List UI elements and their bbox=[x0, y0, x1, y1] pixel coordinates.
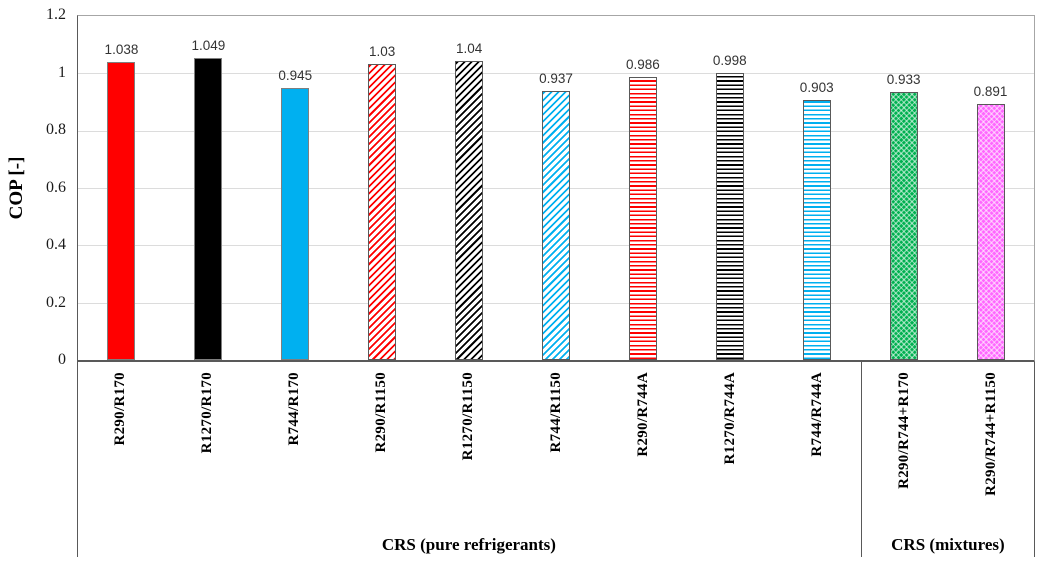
category-label-R744/R744A: R744/R744A bbox=[808, 372, 825, 457]
bar-value-label: 1.049 bbox=[191, 38, 226, 54]
bar-R290/R170 bbox=[107, 61, 136, 360]
y-tick-label: 0.6 bbox=[46, 178, 66, 196]
bar-slot: 0.986 bbox=[599, 16, 686, 360]
bar-slot: 0.903 bbox=[773, 16, 860, 360]
category-slot: R1270/R744A bbox=[687, 362, 774, 534]
bar-slot: 0.945 bbox=[252, 16, 339, 360]
bar-R1270/R744A bbox=[715, 73, 744, 360]
y-tick-label: 0 bbox=[58, 351, 66, 368]
category-slot: R290/R170 bbox=[77, 362, 164, 534]
y-tick-label: 0.8 bbox=[46, 121, 66, 138]
bar-slot: 0.891 bbox=[947, 16, 1034, 360]
bar-slot: 0.998 bbox=[686, 16, 773, 360]
bar-value-label: 0.891 bbox=[973, 83, 1008, 99]
bar-value-label: 0.903 bbox=[799, 80, 834, 96]
category-label-R1270/R170: R1270/R170 bbox=[199, 372, 216, 454]
gridline bbox=[78, 73, 1034, 75]
bar-value-label: 0.933 bbox=[886, 71, 921, 87]
bar-value-label: 1.03 bbox=[369, 43, 396, 59]
bar-value-label: 1.038 bbox=[104, 41, 139, 57]
category-label-R744/R1150: R744/R1150 bbox=[547, 372, 564, 453]
axis-separator bbox=[861, 362, 862, 557]
category-slot: R290/R744+R170 bbox=[861, 362, 948, 534]
plot-area: 1.038 1.049 0.945 1.03 1.04 0.937 0.986 0.998 0.… bbox=[77, 15, 1035, 362]
bar-R290/R744+R170 bbox=[889, 91, 918, 360]
bar-slot: 0.933 bbox=[860, 16, 947, 360]
bar-R290/R1150 bbox=[368, 63, 397, 360]
bar-R1270/R1150 bbox=[455, 61, 484, 360]
bar-R744/R744A bbox=[802, 100, 831, 360]
axis-separator bbox=[1034, 362, 1035, 557]
bar-R744/R1150 bbox=[541, 90, 570, 360]
bar-value-label: 1.04 bbox=[455, 41, 483, 56]
bar-R744/R170 bbox=[281, 88, 310, 360]
bar-slot: 0.937 bbox=[513, 16, 600, 360]
bars-layer: 1.038 1.049 0.945 1.03 1.04 0.937 0.986 0.998 0.… bbox=[78, 16, 1034, 360]
y-tick-label: 1.2 bbox=[46, 6, 66, 23]
y-tick-label: 1 bbox=[58, 63, 66, 81]
category-slot: R290/R1150 bbox=[338, 362, 425, 534]
y-tick-label: 0.4 bbox=[46, 236, 66, 253]
bar-value-label: 0.998 bbox=[712, 53, 747, 69]
bar-value-label: 0.937 bbox=[539, 70, 573, 86]
category-label-R1270/R1150: R1270/R1150 bbox=[460, 372, 477, 461]
category-label-R290/R170: R290/R170 bbox=[112, 372, 129, 446]
bar-slot: 1.038 bbox=[78, 16, 165, 360]
category-label-R744/R170: R744/R170 bbox=[286, 372, 303, 446]
group-label: CRS (mixtures) bbox=[891, 535, 1005, 554]
category-label-R290/R744+R170: R290/R744+R170 bbox=[895, 372, 912, 489]
bar-value-label: 0.945 bbox=[278, 68, 313, 84]
category-label-R290/R744+R1150: R290/R744+R1150 bbox=[982, 372, 999, 496]
axis-separator bbox=[77, 362, 78, 557]
category-slot: R1270/R170 bbox=[164, 362, 251, 534]
bar-slot: 1.049 bbox=[165, 16, 252, 360]
category-slot: R290/R744+R1150 bbox=[948, 362, 1035, 534]
category-slot: R744/R170 bbox=[251, 362, 338, 534]
bar-R290/R744A bbox=[628, 76, 657, 360]
group-label: CRS (pure refrigerants) bbox=[381, 535, 556, 554]
category-slot: R1270/R1150 bbox=[425, 362, 512, 534]
category-slot: R744/R744A bbox=[774, 362, 861, 534]
category-slot: R744/R1150 bbox=[512, 362, 599, 534]
bar-slot: 1.04 bbox=[426, 16, 513, 360]
category-label-R1270/R744A: R1270/R744A bbox=[721, 372, 738, 465]
category-label-R290/R744A: R290/R744A bbox=[634, 372, 651, 457]
category-label-R290/R1150: R290/R1150 bbox=[373, 372, 390, 453]
bar-value-label: 0.986 bbox=[625, 56, 660, 72]
bar-R290/R744+R1150 bbox=[976, 103, 1005, 360]
category-axis: R290/R170 R1270/R170 R744/R170 R290/R1150 R1… bbox=[77, 362, 1035, 534]
y-tick-label: 0.2 bbox=[46, 293, 66, 311]
bar-slot: 1.03 bbox=[339, 16, 426, 360]
bar-R1270/R170 bbox=[194, 58, 223, 360]
category-slot: R290/R744A bbox=[600, 362, 687, 534]
